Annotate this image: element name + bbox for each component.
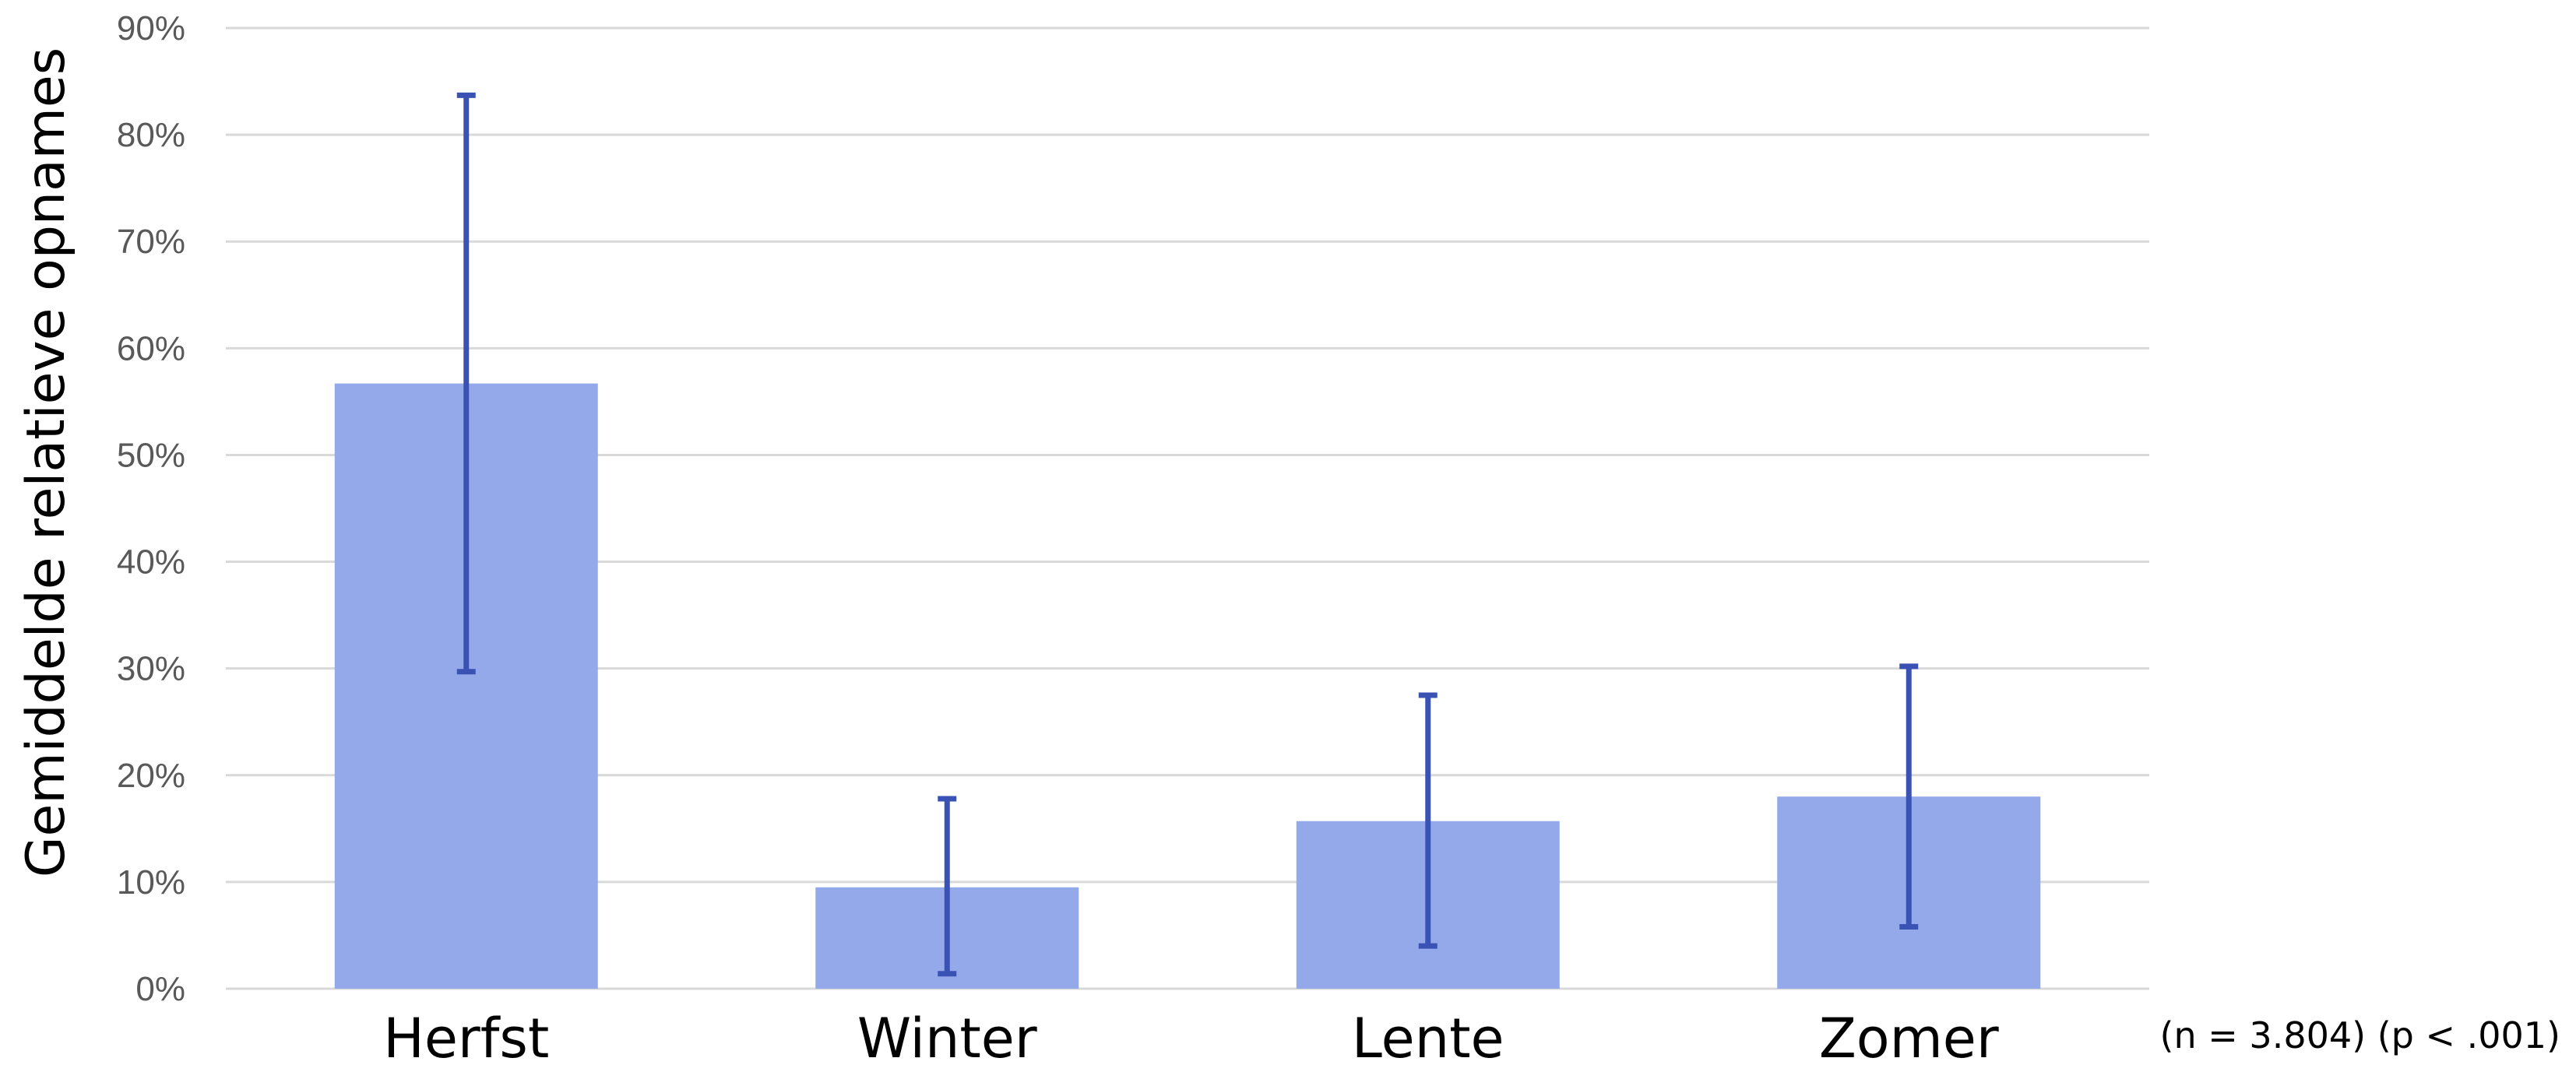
y-tick-label: 60% [117, 329, 185, 367]
y-tick-label: 40% [117, 543, 185, 582]
sample-note: (n = 3.804) (p < .001) [2160, 1014, 2560, 1056]
y-tick-label: 30% [117, 650, 185, 688]
x-category-label-herfst: Herfst [383, 1007, 549, 1065]
x-category-labels: Herfst Winter Lente Zomer [383, 1007, 1999, 1065]
x-category-label-zomer: Zomer [1819, 1007, 1999, 1065]
error-bar-zomer [1899, 663, 1919, 930]
y-tick-label: 20% [117, 757, 185, 795]
y-tick-label: 10% [117, 863, 185, 902]
error-bar-herfst [456, 92, 476, 675]
x-category-label-lente: Lente [1352, 1007, 1504, 1065]
y-axis-title: Gemiddelde relatieve opnames [16, 47, 77, 877]
x-category-label-winter: Winter [857, 1007, 1037, 1065]
y-tick-label: 70% [117, 223, 185, 261]
y-tick-labels: 0% 10% 20% 30% 40% 50% 60% 70% 80% 90% [117, 9, 185, 1008]
error-bar-lente [1418, 692, 1438, 949]
y-tick-label: 90% [117, 9, 185, 47]
y-tick-label: 80% [117, 116, 185, 154]
y-tick-label: 0% [135, 970, 185, 1008]
bars [334, 383, 2041, 989]
error-bars [456, 92, 1919, 977]
error-bar-winter [938, 796, 957, 977]
y-tick-label: 50% [117, 436, 185, 474]
